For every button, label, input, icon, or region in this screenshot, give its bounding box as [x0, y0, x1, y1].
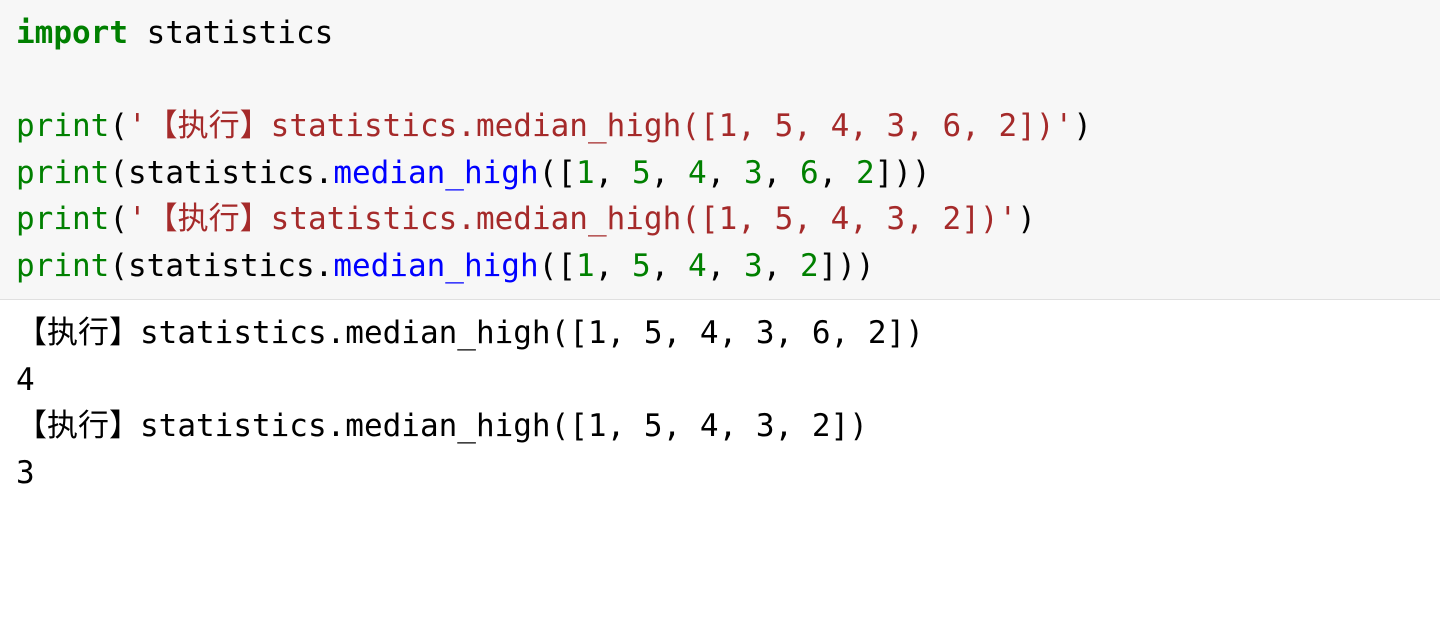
- method-name: median_high: [333, 155, 538, 191]
- string-literal: '【执行】statistics.median_high([1, 5, 4, 3,…: [128, 108, 1073, 144]
- func-print: print: [16, 201, 109, 237]
- func-print: print: [16, 108, 109, 144]
- number-literal: 4: [688, 248, 707, 284]
- code-line: [16, 57, 1424, 104]
- code-line: print(statistics.median_high([1, 5, 4, 3…: [16, 243, 1424, 290]
- method-name: median_high: [333, 248, 538, 284]
- output-line: 3: [16, 450, 1424, 497]
- output-line: 4: [16, 357, 1424, 404]
- module-ref: statistics: [128, 155, 315, 191]
- output-cell: 【执行】statistics.median_high([1, 5, 4, 3, …: [0, 300, 1440, 506]
- number-literal: 6: [800, 155, 819, 191]
- number-literal: 5: [632, 248, 651, 284]
- number-literal: 3: [744, 155, 763, 191]
- code-line: print('【执行】statistics.median_high([1, 5,…: [16, 196, 1424, 243]
- module-ref: statistics: [128, 248, 315, 284]
- number-literal: 3: [744, 248, 763, 284]
- number-literal: 1: [576, 155, 595, 191]
- output-line: 【执行】statistics.median_high([1, 5, 4, 3, …: [16, 310, 1424, 357]
- code-line: import statistics: [16, 10, 1424, 57]
- number-literal: 2: [856, 155, 875, 191]
- code-cell: import statistics print('【执行】statistics.…: [0, 0, 1440, 300]
- func-print: print: [16, 248, 109, 284]
- string-literal: '【执行】statistics.median_high([1, 5, 4, 3,…: [128, 201, 1017, 237]
- number-literal: 2: [800, 248, 819, 284]
- number-literal: 4: [688, 155, 707, 191]
- output-line: 【执行】statistics.median_high([1, 5, 4, 3, …: [16, 403, 1424, 450]
- code-line: print('【执行】statistics.median_high([1, 5,…: [16, 103, 1424, 150]
- module-name: statistics: [147, 15, 334, 51]
- number-literal: 1: [576, 248, 595, 284]
- keyword-import: import: [16, 15, 128, 51]
- number-literal: 5: [632, 155, 651, 191]
- func-print: print: [16, 155, 109, 191]
- code-line: print(statistics.median_high([1, 5, 4, 3…: [16, 150, 1424, 197]
